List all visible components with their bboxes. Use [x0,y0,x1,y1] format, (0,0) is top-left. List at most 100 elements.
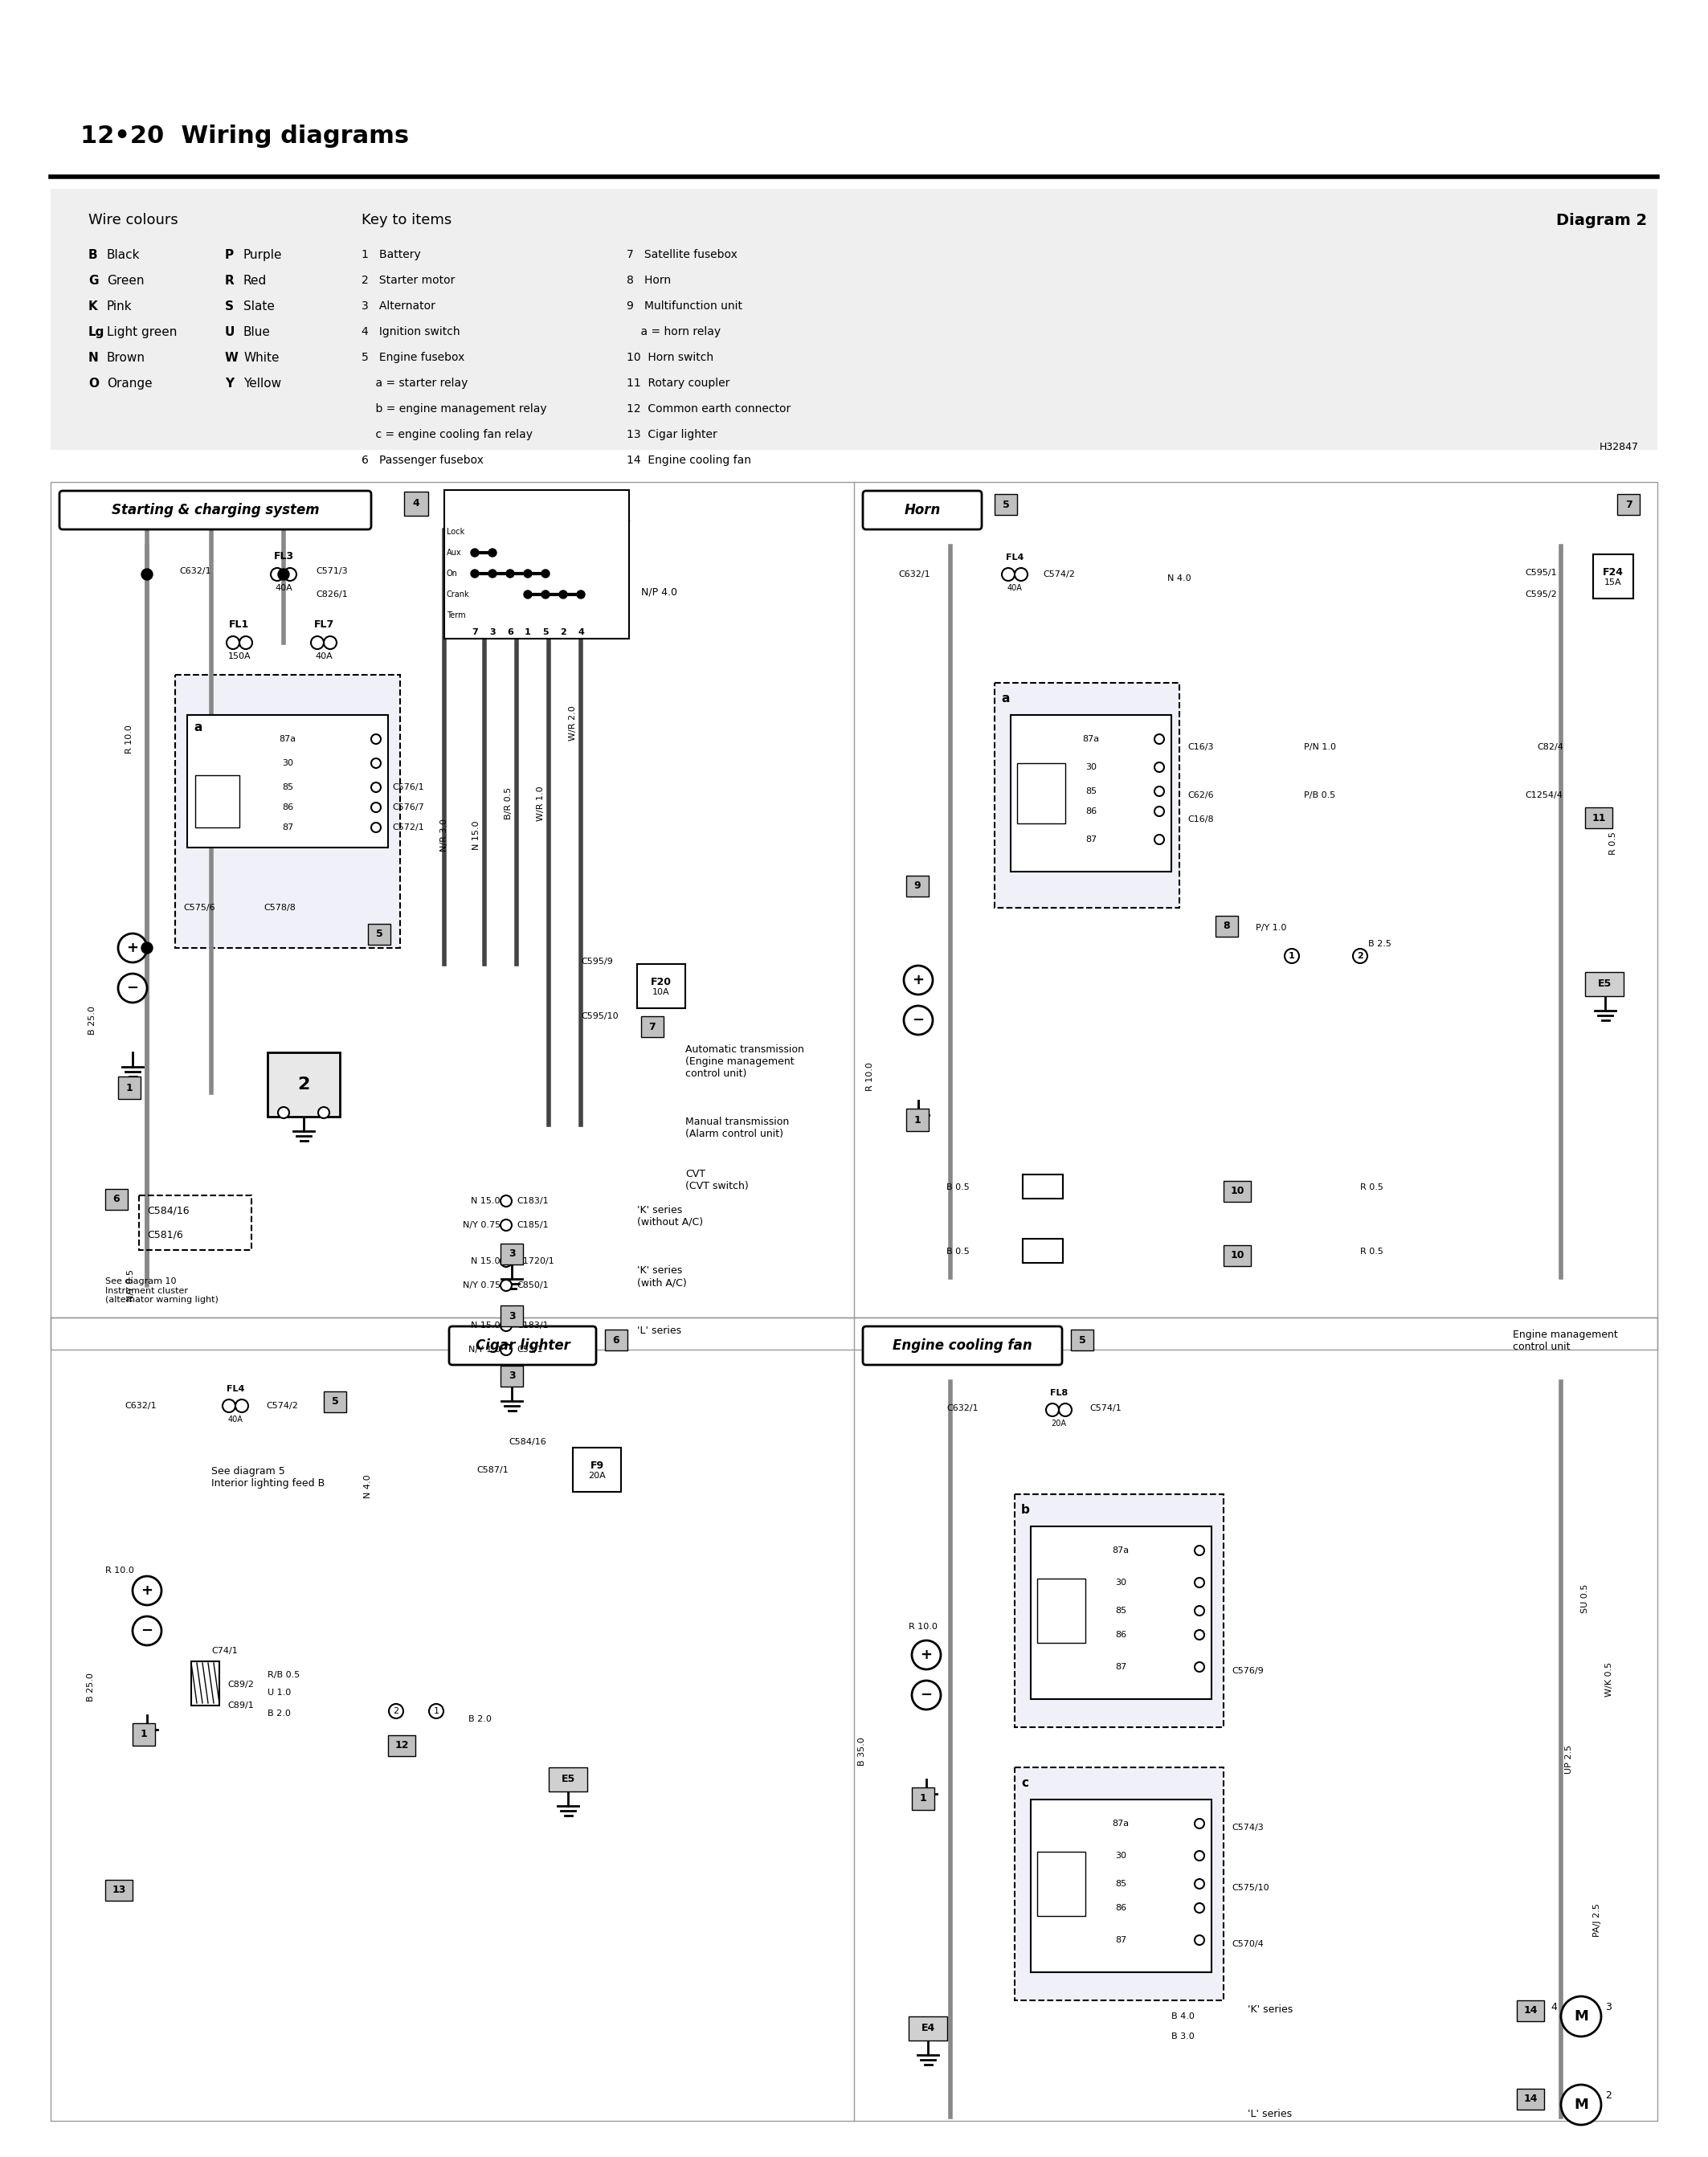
Text: C572/1: C572/1 [393,824,424,830]
Text: Orange: Orange [108,377,152,390]
Text: Yellow: Yellow [244,377,282,390]
Text: Cr-
ank: Cr- ank [593,500,605,516]
Text: C82/4: C82/4 [1537,744,1563,751]
Text: 2: 2 [560,628,567,636]
Text: C62/6: C62/6 [1187,792,1214,800]
Bar [1016,764,1066,824]
Text: 6: 6 [113,1195,120,1204]
Text: 10: 10 [1230,1251,1243,1262]
Circle shape [1194,1547,1204,1555]
Text: Lg: Lg [89,326,104,339]
Bar [51,481,1657,1350]
Text: 40A: 40A [275,585,292,591]
Text: 87a: 87a [1112,1547,1129,1555]
Text: Blue: Blue [244,326,270,339]
Bar [1216,917,1238,936]
Text: B 3.0: B 3.0 [1172,2032,1194,2041]
Text: C576/1: C576/1 [393,783,424,792]
Bar [1517,2088,1544,2110]
Bar [1585,807,1612,828]
Circle shape [1155,807,1165,815]
Bar [1037,1579,1085,1644]
Circle shape [488,548,497,557]
Bar [909,2017,948,2041]
Circle shape [133,1616,162,1646]
Text: 5: 5 [1003,498,1009,509]
Circle shape [904,966,933,994]
Bar [912,1788,934,1810]
Bar [188,714,388,848]
Text: F20: F20 [651,977,671,988]
Text: Crank: Crank [447,591,470,597]
Circle shape [236,1400,248,1413]
Bar [405,492,429,516]
Text: C587/1: C587/1 [477,1467,509,1473]
Text: B 25.0: B 25.0 [89,1005,96,1035]
Text: 2: 2 [297,1076,309,1094]
Bar [1617,494,1640,516]
Text: C183/1: C183/1 [516,1197,548,1206]
Circle shape [142,569,152,580]
Text: 87a: 87a [278,736,295,744]
Text: C574/1: C574/1 [1090,1404,1122,1413]
Text: FL3: FL3 [273,550,294,561]
Text: 30: 30 [1085,764,1097,772]
Bar [500,1365,523,1387]
Text: b = engine management relay: b = engine management relay [362,403,547,414]
Text: 9: 9 [914,880,921,891]
Text: C581/6: C581/6 [147,1229,183,1240]
FancyBboxPatch shape [60,492,371,528]
Text: N 4.0: N 4.0 [1167,574,1190,582]
Text: C1720/1: C1720/1 [516,1258,553,1266]
Text: C595/10: C595/10 [581,1012,618,1020]
Text: +: + [921,1648,933,1663]
Text: C574/3: C574/3 [1231,1823,1264,1831]
Text: 'K' series
(with A/C): 'K' series (with A/C) [637,1266,687,1288]
Text: Horn: Horn [904,503,941,518]
Circle shape [541,591,550,597]
Text: UP 2.5: UP 2.5 [1565,1745,1573,1773]
Bar [51,1318,1657,2120]
Text: B/R 0.5: B/R 0.5 [504,787,512,820]
Circle shape [912,1641,941,1670]
Text: R 10.0: R 10.0 [125,725,133,753]
Text: M: M [1573,2097,1588,2112]
Text: 4: 4 [577,628,584,636]
Text: B: B [89,248,97,261]
Text: 6   Passenger fusebox: 6 Passenger fusebox [362,455,483,466]
Bar [1517,2000,1544,2021]
Text: B 25.0: B 25.0 [87,1672,96,1702]
Bar [51,190,1657,451]
Circle shape [1194,1879,1204,1890]
Circle shape [1045,1404,1059,1417]
Text: P/Y 1.0: P/Y 1.0 [1255,923,1286,932]
Text: F9: F9 [589,1460,605,1471]
Text: N/P 4.0: N/P 4.0 [640,587,678,597]
Text: b: b [1021,1503,1030,1516]
Text: 20A: 20A [588,1471,606,1480]
Text: 40A: 40A [227,1415,243,1424]
Text: N 15.0: N 15.0 [471,1197,500,1206]
Circle shape [559,591,567,597]
Text: 2: 2 [393,1706,400,1715]
Text: N/Y 1.0: N/Y 1.0 [468,1346,500,1355]
Text: Manual transmission
(Alarm control unit): Manual transmission (Alarm control unit) [685,1117,789,1139]
Text: Starting & charging system: Starting & charging system [111,503,319,518]
Text: 7   Satellite fusebox: 7 Satellite fusebox [627,248,738,261]
Text: 11  Rotary coupler: 11 Rotary coupler [627,377,729,388]
Text: 3: 3 [509,1311,516,1320]
Text: Diagram 2: Diagram 2 [1556,214,1647,229]
Circle shape [371,759,381,768]
Circle shape [1155,733,1165,744]
Text: C16/8: C16/8 [1187,815,1214,824]
Text: B 0.5: B 0.5 [946,1247,970,1255]
Text: N 15.0: N 15.0 [471,1322,500,1329]
Text: W/R 1.0: W/R 1.0 [536,785,545,822]
Circle shape [524,569,531,578]
Bar [1223,1245,1250,1266]
Circle shape [227,636,239,649]
Text: Light green: Light green [108,326,178,339]
Text: 1   Battery: 1 Battery [362,248,420,261]
Text: N: N [89,352,99,365]
Text: 12: 12 [395,1741,408,1751]
